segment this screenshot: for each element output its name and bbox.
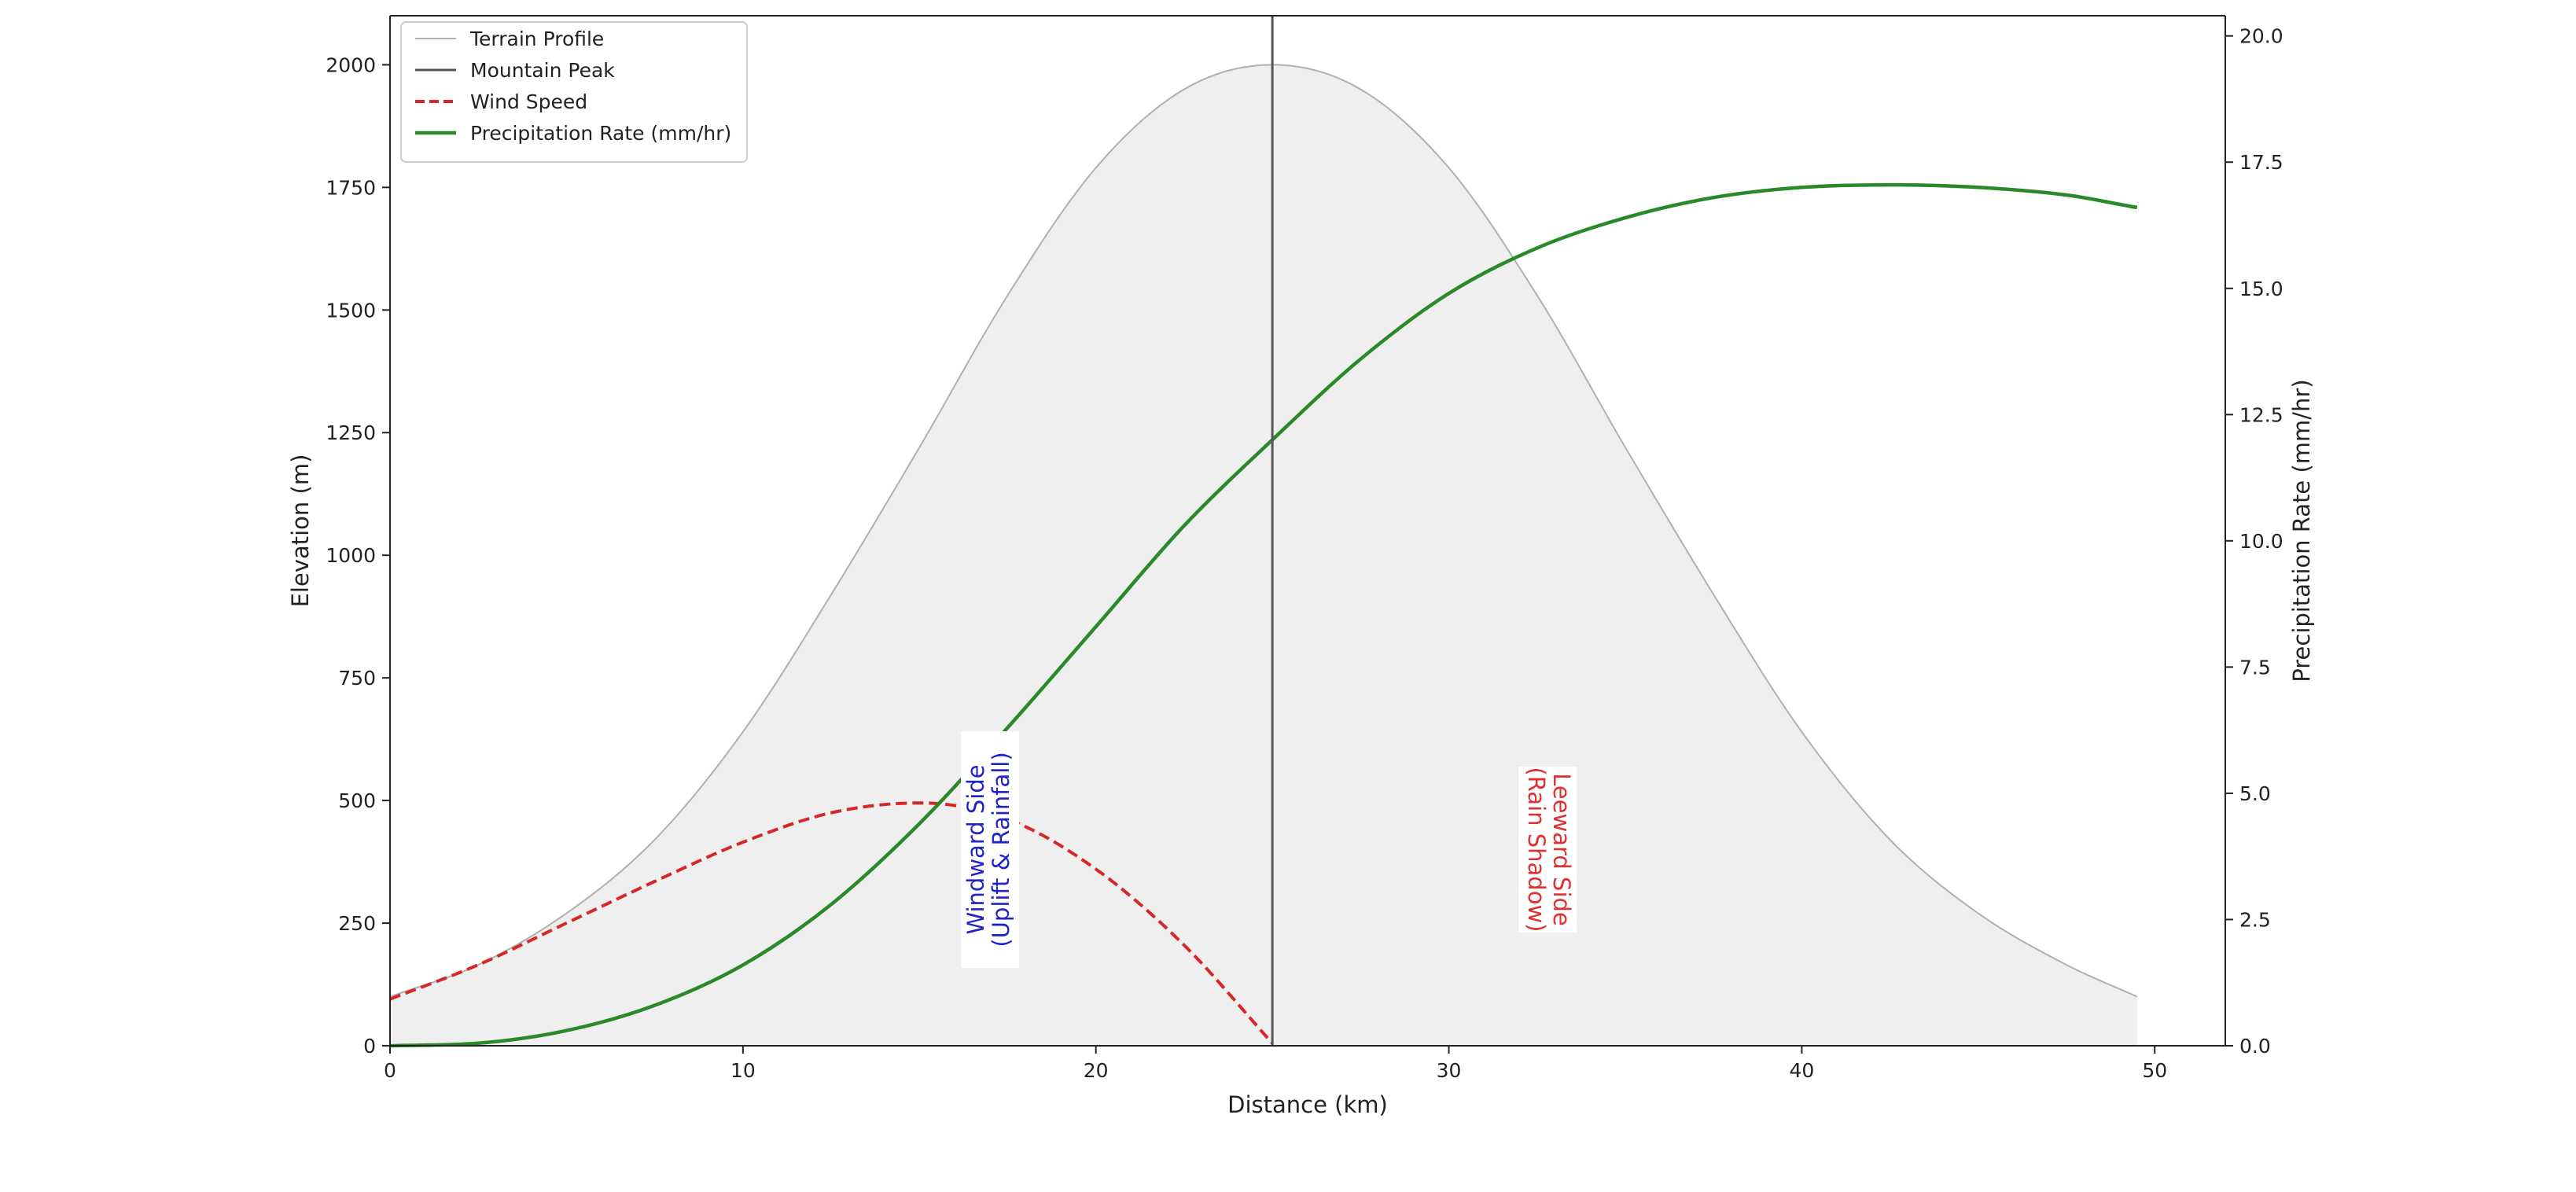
y2-tick-label: 12.5	[2239, 403, 2283, 426]
y-tick-label: 2000	[326, 53, 376, 76]
y-tick-label: 1750	[326, 176, 376, 199]
x-tick-label: 10	[730, 1059, 756, 1082]
wind-speed-line	[389, 801, 1274, 1045]
annotation-text: (Uplift & Rainfall)	[988, 752, 1014, 947]
legend-box	[400, 21, 748, 163]
terrain-fill	[390, 64, 2137, 1046]
y2-tick-label: 15.0	[2239, 278, 2283, 300]
y2-tick-label: 7.5	[2239, 656, 2271, 679]
y2-tick-label: 2.5	[2239, 908, 2271, 931]
y-tick-label: 250	[338, 912, 376, 935]
y2-tick-label: 10.0	[2239, 530, 2283, 553]
y-tick-label: 1250	[326, 421, 376, 444]
y-tick-label: 1500	[326, 299, 376, 322]
x-tick-label: 0	[384, 1059, 396, 1082]
y-tick-label: 750	[338, 667, 376, 690]
x-axis-title: Distance (km)	[1227, 1091, 1388, 1118]
legend-label: Terrain Profile	[469, 28, 604, 50]
annotation-leeward: Leeward Side(Rain Shadow)	[1518, 766, 1577, 933]
annotation-text: Windward Side	[962, 764, 989, 934]
y-axis-title: Elevation (m)	[287, 454, 314, 608]
y2-tick-label: 20.0	[2239, 25, 2283, 48]
legend-label: Precipitation Rate (mm/hr)	[470, 122, 731, 145]
y-tick-label: 500	[338, 789, 376, 812]
legend-label: Mountain Peak	[470, 59, 615, 82]
terrain-layer	[389, 64, 2138, 1046]
legend-label: Wind Speed	[470, 90, 587, 113]
y2-tick-label: 17.5	[2239, 151, 2283, 174]
annotation-box	[1518, 766, 1577, 933]
annotation-windward: Windward Side(Uplift & Rainfall)	[961, 730, 1020, 968]
annotation-box	[961, 730, 1020, 968]
annotation-layer: Windward Side(Uplift & Rainfall) Leeward …	[961, 730, 1577, 968]
y2-axis-title: Precipitation Rate (mm/hr)	[2288, 379, 2315, 682]
legend: Terrain Profile Mountain Peak Wind Speed Pr…	[400, 21, 748, 163]
x-tick-label: 30	[1437, 1059, 1462, 1082]
y-tick-label: 1000	[326, 544, 376, 567]
x-tick-label: 40	[1789, 1059, 1814, 1082]
y-tick-label: 0	[363, 1035, 376, 1058]
annotation-text: (Rain Shadow)	[1523, 767, 1550, 932]
precipitation-line	[389, 182, 2138, 1048]
axes-layer: 0 10 20 30 40 5002505007501000125015001750200…	[287, 15, 2315, 1118]
x-tick-label: 20	[1084, 1059, 1109, 1082]
series-layer	[389, 16, 2138, 1048]
annotation-text: Leeward Side	[1548, 773, 1575, 926]
x-tick-label: 50	[2142, 1059, 2167, 1082]
y2-tick-label: 0.0	[2239, 1035, 2271, 1058]
y2-tick-label: 5.0	[2239, 782, 2271, 805]
